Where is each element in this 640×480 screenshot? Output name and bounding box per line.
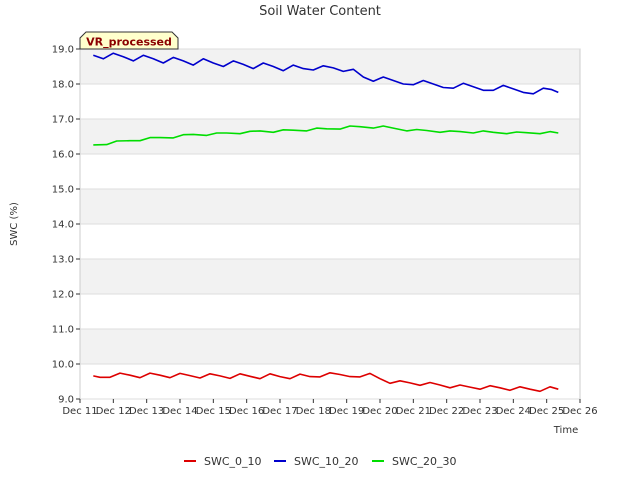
x-tick-label: Dec 21 xyxy=(396,406,431,417)
series-line-swc-0-10 xyxy=(93,371,559,393)
y-tick-label: 17.0 xyxy=(52,115,74,126)
plot-band xyxy=(80,329,580,364)
legend: SWC_0_10 SWC_10_20 SWC_20_30 xyxy=(184,455,457,468)
y-tick-label: 15.0 xyxy=(52,185,74,196)
y-tick-label: 16.0 xyxy=(52,150,74,161)
plot-bands xyxy=(80,49,580,399)
legend-item-swc-0-10: SWC_0_10 xyxy=(184,455,262,468)
plot-band xyxy=(80,84,580,119)
x-tick-label: Dec 14 xyxy=(162,406,197,417)
x-tick-label: Dec 13 xyxy=(129,406,164,417)
legend-label: SWC_0_10 xyxy=(204,455,262,468)
series-line-swc-10-20 xyxy=(93,52,559,95)
y-tick-label: 11.0 xyxy=(52,325,74,336)
x-tick-label: Dec 20 xyxy=(362,406,397,417)
gridlines xyxy=(80,48,580,400)
x-tick-label: Dec 22 xyxy=(429,406,464,417)
series-line-swc-20-30 xyxy=(93,125,559,146)
x-tick-label: Dec 24 xyxy=(496,406,531,417)
x-tick-label: Dec 16 xyxy=(229,406,264,417)
y-tick-label: 18.0 xyxy=(52,80,74,91)
x-tick-label: Dec 12 xyxy=(96,406,131,417)
x-tick-label: Dec 19 xyxy=(329,406,364,417)
x-tick-label: Dec 15 xyxy=(196,406,231,417)
y-tick-label: 13.0 xyxy=(52,255,74,266)
plot-band xyxy=(80,224,580,259)
plot-band xyxy=(80,189,580,224)
y-tick-label: 10.0 xyxy=(52,360,74,371)
x-tick-label: Dec 25 xyxy=(529,406,564,417)
legend-label: SWC_20_30 xyxy=(392,455,457,468)
plot-band xyxy=(80,259,580,294)
y-axis-label: SWC (%) xyxy=(9,202,20,246)
vr-processed-badge: VR_processed xyxy=(79,31,179,50)
y-tick-label: 19.0 xyxy=(52,45,74,56)
x-tick-label: Dec 18 xyxy=(296,406,331,417)
vr-processed-badge-text: VR_processed xyxy=(86,36,172,49)
legend-item-swc-20-30: SWC_20_30 xyxy=(372,455,457,468)
y-tick-label: 12.0 xyxy=(52,290,74,301)
y-tick-label: 9.0 xyxy=(58,395,74,406)
plot-band xyxy=(80,119,580,154)
y-axis-ticks: 9.0 10.0 11.0 12.0 13.0 14.0 15.0 16.0 17.0 18.0 1… xyxy=(52,45,80,406)
legend-label: SWC_10_20 xyxy=(294,455,359,468)
x-tick-label: Dec 26 xyxy=(562,406,597,417)
x-tick-label: Dec 11 xyxy=(62,406,97,417)
legend-item-swc-10-20: SWC_10_20 xyxy=(274,455,359,468)
plot-background xyxy=(79,48,581,400)
plot-band xyxy=(80,154,580,189)
plot-band xyxy=(80,364,580,399)
plot-band xyxy=(80,294,580,329)
chart-title: Soil Water Content xyxy=(259,4,381,19)
series-layer xyxy=(93,52,559,393)
x-tick-label: Dec 17 xyxy=(262,406,297,417)
y-tick-label: 14.0 xyxy=(52,220,74,231)
x-tick-label: Dec 23 xyxy=(462,406,497,417)
x-axis-label: Time xyxy=(553,425,578,436)
